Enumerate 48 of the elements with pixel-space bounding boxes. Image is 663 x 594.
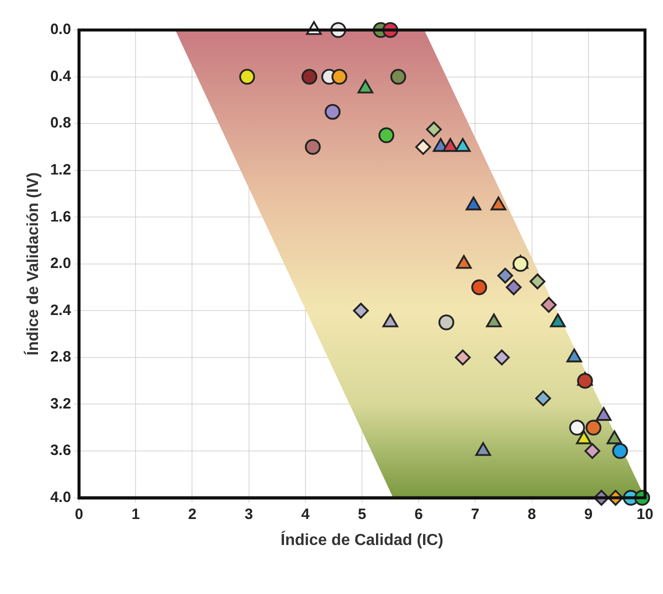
point xyxy=(454,350,471,366)
point xyxy=(569,420,585,436)
point xyxy=(415,139,432,155)
x-tick-label: 8 xyxy=(528,506,536,523)
x-tick-label: 0 xyxy=(74,506,84,523)
y-tick-label: 3.6 xyxy=(50,442,72,460)
point xyxy=(239,68,256,85)
point xyxy=(497,268,514,284)
y-tick-label: 2.0 xyxy=(50,255,72,272)
y-tick-label: 3.2 xyxy=(50,395,72,412)
point xyxy=(612,443,628,459)
y-tick-label: 0.0 xyxy=(50,21,72,38)
y-tick-label: 1.6 xyxy=(50,208,72,226)
x-tick-label: 2 xyxy=(188,506,196,523)
point xyxy=(304,139,321,155)
point xyxy=(506,279,522,296)
x-axis-title: Índice de Calidad (IC) xyxy=(280,530,444,549)
x-tick-label: 6 xyxy=(414,506,423,523)
x-tick-label: 7 xyxy=(471,506,480,523)
x-tick-label: 9 xyxy=(584,506,593,523)
y-tick-label: 2.4 xyxy=(50,302,72,319)
point xyxy=(438,314,454,330)
point xyxy=(352,302,369,319)
point xyxy=(494,350,510,366)
y-tick-label: 0.4 xyxy=(50,68,72,85)
point xyxy=(577,372,593,389)
point xyxy=(378,127,394,144)
x-tick-label: 3 xyxy=(244,506,254,523)
y-tick-label: 0.8 xyxy=(50,114,72,132)
y-axis-title: Índice de Validación (IV) xyxy=(23,172,42,356)
point xyxy=(512,256,528,272)
x-tick-label: 4 xyxy=(301,506,310,523)
y-tick-label: 2.8 xyxy=(50,348,72,366)
point xyxy=(324,104,340,120)
point xyxy=(535,390,552,406)
y-tick-label: 4.0 xyxy=(50,488,72,506)
x-tick-label: 10 xyxy=(636,506,654,523)
point xyxy=(471,279,488,296)
point xyxy=(426,122,442,138)
point xyxy=(301,68,318,85)
x-tick-label: 1 xyxy=(131,506,140,523)
point xyxy=(390,68,406,85)
point xyxy=(584,443,600,459)
point xyxy=(586,420,602,436)
point xyxy=(540,296,557,313)
x-tick-label: 5 xyxy=(358,506,366,523)
y-tick-label: 1.2 xyxy=(50,161,72,178)
point xyxy=(530,274,546,290)
